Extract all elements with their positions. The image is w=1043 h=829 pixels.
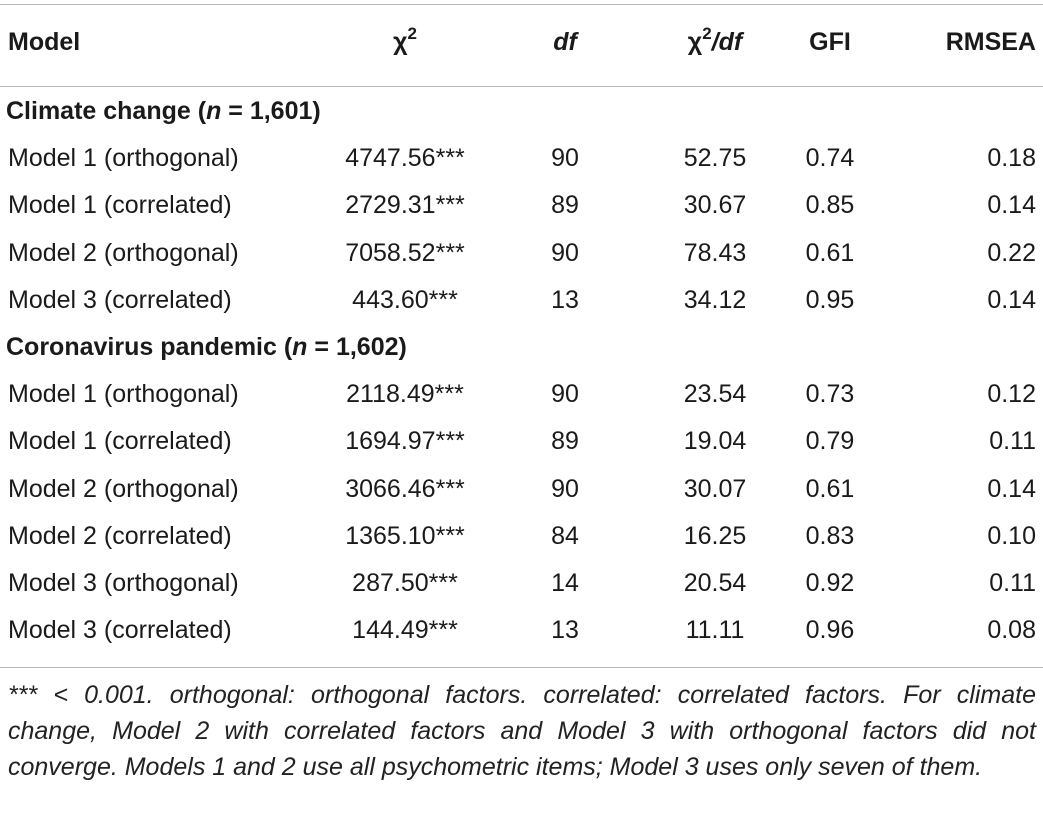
cell-gfi: 0.83	[805, 521, 855, 550]
cell-df: 13	[551, 285, 579, 314]
cell-chi-square: 1365.10***	[345, 521, 465, 550]
table-row: Model 3 (correlated) 144.49*** 13 11.11 0.96…	[0, 607, 1043, 654]
table-top-rule	[0, 4, 1043, 5]
cell-df: 90	[551, 144, 579, 173]
cell-rmsea: 0.08	[987, 616, 1036, 645]
table-row: Model 1 (orthogonal) 2118.49*** 90 23.54 0.7…	[0, 371, 1043, 418]
cell-chi-df-ratio: 16.25	[683, 521, 747, 550]
cell-chi-square: 4747.56***	[345, 144, 465, 173]
cell-model: Model 1 (orthogonal)	[8, 144, 239, 173]
cell-chi-df-ratio: 78.43	[683, 238, 747, 267]
table-row: Model 3 (correlated) 443.60*** 13 34.12 0.95…	[0, 277, 1043, 324]
cell-chi-df-ratio: 30.07	[683, 474, 747, 503]
cell-chi-df-ratio: 30.67	[683, 191, 747, 220]
cell-rmsea: 0.10	[987, 521, 1036, 550]
header-rule	[0, 86, 1043, 87]
cell-rmsea: 0.22	[987, 238, 1036, 267]
section-title: Coronavirus pandemic (n = 1,602)	[6, 333, 407, 361]
cell-rmsea: 0.11	[989, 427, 1036, 456]
cell-model: Model 3 (correlated)	[8, 285, 232, 314]
table-row: Model 1 (correlated) 1694.97*** 89 19.04 0.7…	[0, 418, 1043, 465]
cell-model: Model 2 (orthogonal)	[8, 474, 239, 503]
cell-df: 89	[551, 427, 579, 456]
table-row: Model 2 (orthogonal) 7058.52*** 90 78.43 0.6…	[0, 230, 1043, 277]
cell-model: Model 1 (correlated)	[8, 427, 232, 456]
cell-model: Model 3 (correlated)	[8, 616, 232, 645]
cell-chi-df-ratio: 52.75	[683, 144, 747, 173]
section-title: Climate change (n = 1,601)	[6, 97, 321, 125]
cell-chi-square: 1694.97***	[345, 427, 465, 456]
cell-chi-square: 3066.46***	[345, 474, 465, 503]
cell-model: Model 2 (correlated)	[8, 521, 232, 550]
cell-df: 90	[551, 474, 579, 503]
header-gfi: GFI	[809, 28, 851, 56]
cell-gfi: 0.95	[805, 285, 855, 314]
cell-gfi: 0.85	[805, 191, 855, 220]
header-chi-df-ratio: χ2/df	[687, 23, 743, 56]
cell-chi-square: 287.50***	[352, 569, 458, 597]
cell-chi-square: 2118.49***	[346, 380, 464, 409]
table-row: Model 3 (orthogonal) 287.50*** 14 20.54 0.92…	[0, 560, 1043, 607]
table-header-row: Model χ2 df χ2/df GFI RMSEA	[0, 18, 1043, 66]
cell-df: 89	[551, 191, 579, 220]
cell-gfi: 0.96	[805, 616, 855, 645]
cell-df: 13	[551, 616, 579, 645]
cell-model: Model 1 (orthogonal)	[8, 380, 239, 409]
header-model: Model	[8, 28, 81, 56]
table-bottom-rule	[0, 667, 1043, 668]
cell-rmsea: 0.14	[987, 474, 1036, 503]
cell-chi-square: 144.49***	[352, 616, 458, 645]
header-chi-square: χ2	[393, 23, 417, 56]
cell-df: 90	[551, 380, 579, 409]
cell-rmsea: 0.14	[987, 285, 1036, 314]
cell-chi-square: 443.60***	[352, 285, 458, 314]
table-row: Model 1 (orthogonal) 4747.56*** 90 52.75 0.7…	[0, 135, 1043, 182]
header-rmsea: RMSEA	[945, 28, 1036, 56]
cell-rmsea: 0.12	[987, 380, 1036, 409]
cell-chi-df-ratio: 34.12	[683, 285, 747, 314]
cell-chi-df-ratio: 11.11	[685, 616, 745, 645]
cell-df: 90	[551, 238, 579, 267]
table-row: Model 2 (orthogonal) 3066.46*** 90 30.07 0.6…	[0, 466, 1043, 513]
cell-gfi: 0.61	[805, 238, 855, 267]
header-df: df	[553, 28, 577, 56]
cell-gfi: 0.92	[805, 569, 855, 597]
section-heading: Climate change (n = 1,601)	[0, 88, 1043, 135]
cell-gfi: 0.74	[805, 144, 855, 173]
cell-chi-df-ratio: 23.54	[683, 380, 747, 409]
cell-rmsea: 0.11	[989, 569, 1036, 597]
cell-chi-df-ratio: 19.04	[683, 427, 747, 456]
table-row: Model 2 (correlated) 1365.10*** 84 16.25 0.8…	[0, 513, 1043, 560]
table-footnote: *** < 0.001. orthogonal: orthogonal fact…	[8, 681, 1036, 781]
cell-model: Model 3 (orthogonal)	[8, 569, 239, 597]
cell-chi-square: 2729.31***	[345, 191, 465, 220]
cell-gfi: 0.79	[805, 427, 855, 456]
table-row: Model 1 (correlated) 2729.31*** 89 30.67 0.8…	[0, 182, 1043, 229]
cell-df: 14	[551, 569, 579, 597]
cell-rmsea: 0.14	[987, 191, 1036, 220]
cell-model: Model 2 (orthogonal)	[8, 238, 239, 267]
cell-rmsea: 0.18	[987, 144, 1036, 173]
cell-df: 84	[551, 521, 579, 550]
cell-model: Model 1 (correlated)	[8, 191, 232, 220]
cell-gfi: 0.73	[805, 380, 855, 409]
section-heading: Coronavirus pandemic (n = 1,602)	[0, 324, 1043, 371]
cell-gfi: 0.61	[805, 474, 855, 503]
cell-chi-square: 7058.52***	[345, 238, 465, 267]
cell-chi-df-ratio: 20.54	[683, 569, 747, 597]
